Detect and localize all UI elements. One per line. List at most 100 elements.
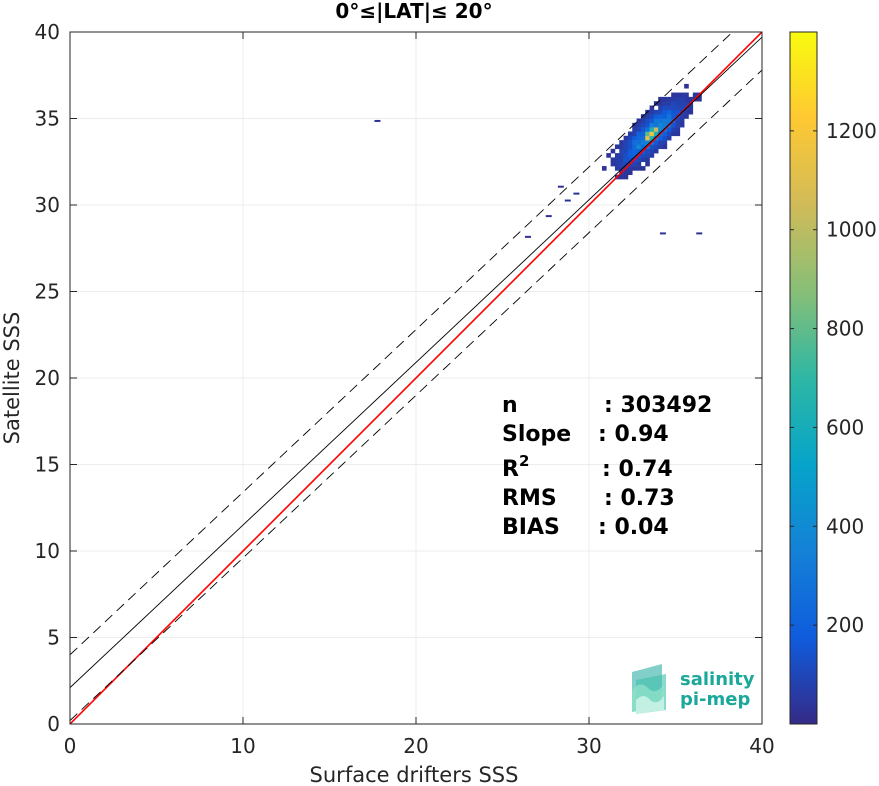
y-tick-label: 10: [35, 539, 60, 563]
density-cell: [627, 166, 633, 171]
density-cell: [662, 118, 668, 124]
density-cell: [679, 92, 685, 98]
density-cell: [671, 101, 676, 106]
density-cell: [684, 101, 689, 106]
density-cell: [640, 144, 646, 150]
density-cell: [675, 122, 681, 128]
density-cell: [658, 101, 663, 106]
density-cell: [636, 157, 642, 163]
line-upper-bound: [70, 32, 734, 656]
density-cell: [671, 96, 676, 102]
density-cell: [662, 122, 668, 128]
density-cell: [675, 131, 681, 137]
density-cell: [649, 105, 655, 111]
line-lower-bound: [70, 69, 762, 721]
density-cell: [640, 131, 646, 137]
density-cell: [662, 101, 668, 106]
density-cell: [653, 148, 659, 154]
density-cell: [627, 140, 633, 145]
density-cell: [653, 118, 659, 124]
density-cell: [610, 157, 616, 163]
density-cell: [640, 166, 646, 171]
density-cell: [636, 122, 642, 128]
stat-value: : 0.94: [598, 422, 669, 447]
density-cell: [649, 118, 655, 124]
x-tick-label: 20: [403, 734, 428, 758]
density-cell: [623, 140, 629, 145]
density-cell: [653, 127, 659, 132]
density-cell: [649, 114, 655, 119]
chart-title: 0°≤|LAT|≤ 20°: [335, 0, 492, 23]
density-cell: [627, 148, 633, 154]
density-cell: [632, 127, 637, 132]
density-cell: [662, 144, 668, 150]
density-cell: [658, 140, 663, 145]
density-cell: [671, 131, 676, 137]
density-cell: [632, 140, 637, 145]
x-axis-ticks: 0 10 20 30 40: [64, 32, 775, 758]
density-cell: [614, 161, 620, 167]
density-cell: [666, 135, 672, 141]
density-cell: [675, 92, 681, 98]
density-outlier: [524, 235, 531, 238]
density-cell: [658, 105, 663, 111]
stat-value: : 0.73: [604, 486, 675, 511]
y-tick-label: 40: [35, 20, 60, 44]
x-tick-label: 0: [64, 734, 77, 758]
density-cell: [636, 144, 642, 150]
density-cell: [658, 127, 663, 132]
density-cell: [645, 135, 650, 141]
y-tick-label: 25: [35, 280, 60, 304]
density-cell: [601, 166, 607, 171]
density-cell: [610, 148, 616, 154]
density-cell: [619, 153, 624, 158]
density-cell: [623, 144, 629, 150]
colorbar-ticks: 200 400 600 800 1000 1200: [790, 119, 877, 637]
density-cell: [684, 83, 689, 89]
density-cell: [649, 127, 655, 132]
colorbar-tick-label: 1200: [826, 119, 877, 143]
density-cell: [619, 161, 624, 167]
density-cell: [640, 140, 646, 145]
density-cell: [636, 127, 642, 132]
density-cell: [671, 109, 676, 115]
density-cell: [627, 131, 633, 137]
colorbar-tick-label: 600: [826, 415, 864, 439]
density-cell: [636, 140, 642, 145]
density-cell: [645, 161, 650, 167]
density-cell: [662, 114, 668, 119]
density-cell: [623, 135, 629, 141]
density-cell: [645, 153, 650, 158]
density-cell: [649, 135, 655, 141]
density-cell: [666, 101, 672, 106]
density-cell: [649, 109, 655, 115]
x-axis-label: Surface drifters SSS: [310, 763, 519, 786]
y-tick-label: 30: [35, 193, 60, 217]
density-cell: [679, 105, 685, 111]
density-cell: [627, 157, 633, 163]
stat-value: : 303492: [604, 393, 712, 418]
salinity-pi-mep-logo: salinity pi-mep: [632, 664, 755, 714]
density-cell: [606, 153, 611, 158]
density-cell: [671, 92, 676, 98]
colorbar-tick-label: 400: [826, 514, 864, 538]
density-cell: [627, 144, 633, 150]
density-cell: [649, 144, 655, 150]
density-cell: [684, 92, 689, 98]
colorbar: [789, 31, 818, 725]
density-cell: [632, 122, 637, 128]
density-cell: [688, 105, 694, 111]
density-cell: [692, 92, 698, 98]
density-cell: [619, 140, 624, 145]
density-cell: [675, 127, 681, 132]
density-cell: [632, 148, 637, 154]
density-cell: [649, 122, 655, 128]
density-cell: [640, 135, 646, 141]
density-cell: [666, 127, 672, 132]
density-cell: [653, 131, 659, 137]
reference-lines: [70, 32, 762, 724]
density-outlier: [659, 232, 666, 235]
density-cell: [649, 153, 655, 158]
